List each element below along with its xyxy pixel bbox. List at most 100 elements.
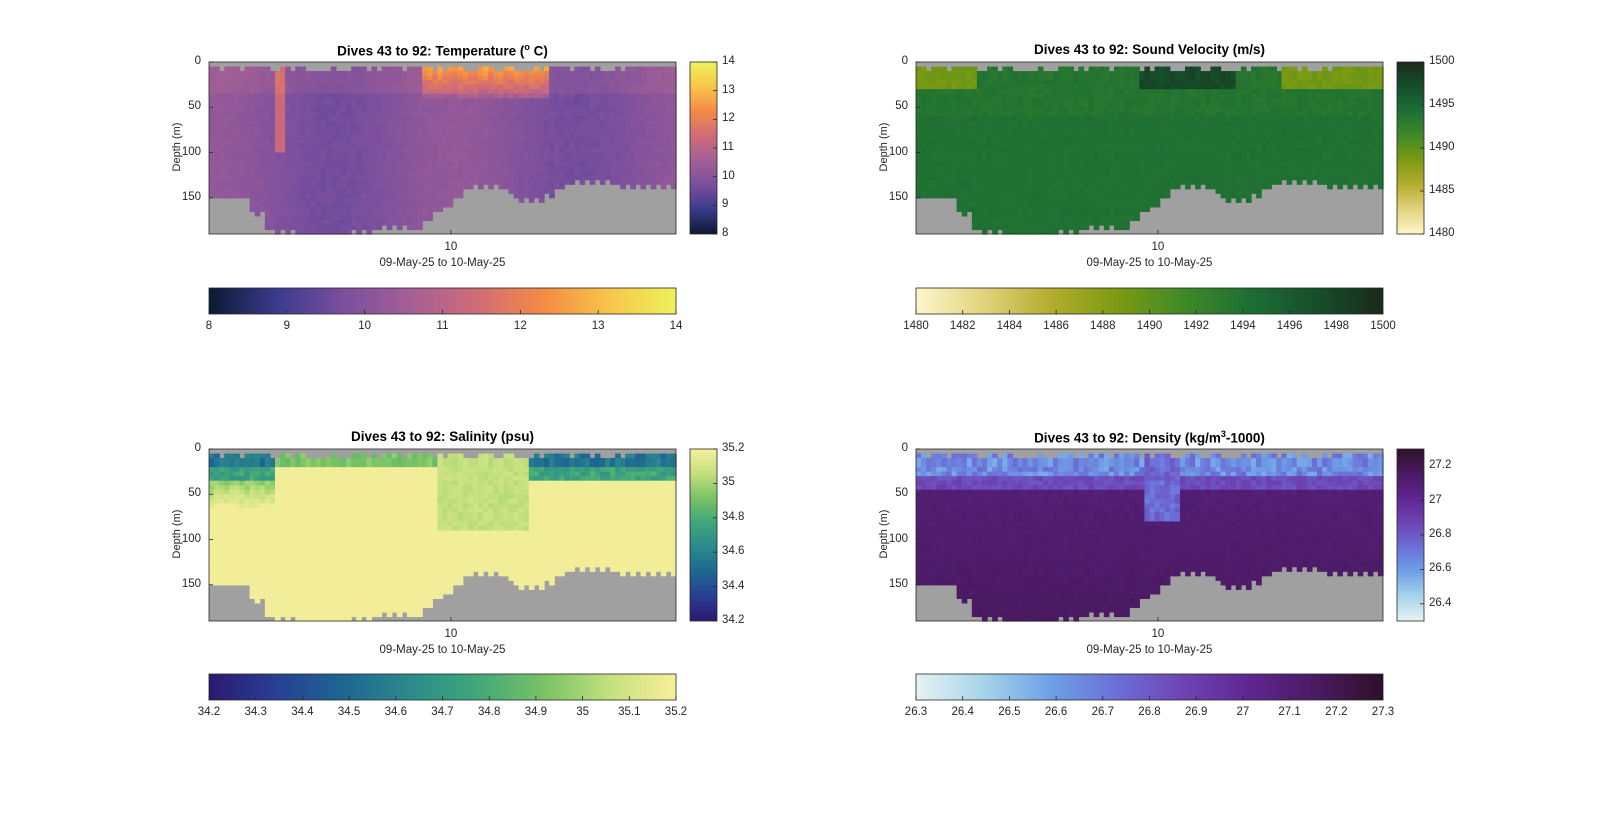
colorbar-tick-label: 26.4 bbox=[1429, 596, 1452, 609]
title-superscript: 3 bbox=[1220, 429, 1226, 439]
colorbar-tick-label: 1496 bbox=[1276, 320, 1303, 332]
colorbar-gradient bbox=[689, 61, 718, 235]
colorbar-tick-label: 34.2 bbox=[197, 706, 221, 718]
colorbar-tick-label: 9 bbox=[722, 198, 729, 211]
title-text: Dives 43 to 92: Sound Velocity (m/s) bbox=[1033, 42, 1266, 57]
colorbar-tick-label: 34.6 bbox=[384, 706, 407, 718]
y-tick-label: 0 bbox=[901, 55, 908, 67]
colorbar-tick-label: 13 bbox=[591, 320, 605, 332]
colorbar-tick-label: 1485 bbox=[1429, 184, 1455, 196]
colorbar-tick-label: 26.9 bbox=[1184, 706, 1208, 718]
colorbar-gradient bbox=[1396, 61, 1425, 235]
colorbar-tick-label: 1480 bbox=[1429, 227, 1455, 239]
axes-box bbox=[915, 61, 1384, 235]
colorbar-tick-label: 1490 bbox=[1429, 141, 1455, 153]
colorbar-tick-label: 1484 bbox=[996, 320, 1023, 332]
x-tick-label: 10 bbox=[444, 241, 458, 253]
vertical-colorbar-temperature bbox=[689, 61, 718, 235]
colorbar-tick-label: 8 bbox=[205, 320, 213, 332]
title-suffix: -1000) bbox=[1225, 430, 1265, 446]
colorbar-tick-label: 35.2 bbox=[722, 442, 745, 454]
chart-title-density: Dives 43 to 92: Density (kg/m3-1000) bbox=[1034, 429, 1265, 446]
x-axis-label: 09-May-25 to 10-May-25 bbox=[1086, 257, 1213, 269]
horizontal-colorbar-density bbox=[915, 673, 1384, 701]
y-tick-label: 50 bbox=[188, 487, 201, 500]
colorbar-tick-label: 34.7 bbox=[431, 706, 454, 718]
y-axis-label: Depth (m) bbox=[878, 509, 890, 559]
colorbar-tick-label: 26.4 bbox=[951, 706, 974, 718]
colorbar-gradient bbox=[208, 287, 677, 315]
colorbar-gradient bbox=[208, 673, 677, 701]
title-text: Dives 43 to 92: Density (kg/m bbox=[1034, 430, 1221, 446]
x-axis-label: 09-May-25 to 10-May-25 bbox=[1086, 644, 1213, 656]
colorbar-gradient bbox=[915, 287, 1384, 315]
colorbar-tick-label: 34.9 bbox=[524, 706, 548, 718]
colorbar-tick-label: 26.5 bbox=[998, 706, 1021, 718]
chart-title-salinity: Dives 43 to 92: Salinity (psu) bbox=[351, 429, 534, 444]
x-tick-label: 10 bbox=[1151, 628, 1165, 640]
colorbar-tick-label: 12 bbox=[722, 112, 735, 125]
colorbar-tick-label: 13 bbox=[722, 83, 735, 96]
heatmap-cells bbox=[916, 453, 1384, 622]
heatmap-density bbox=[915, 448, 1384, 622]
y-tick-label: 150 bbox=[181, 577, 201, 590]
y-tick-label: 0 bbox=[194, 442, 201, 454]
heatmap-cells bbox=[209, 453, 677, 622]
y-tick-label: 100 bbox=[181, 532, 201, 545]
y-tick-label: 0 bbox=[901, 442, 908, 454]
colorbar-tick-label: 26.8 bbox=[1429, 528, 1452, 540]
axes-box bbox=[208, 448, 677, 622]
colorbar-tick-label: 1482 bbox=[949, 320, 976, 332]
y-tick-label: 100 bbox=[181, 145, 201, 158]
axes-box bbox=[915, 448, 1384, 622]
colorbar-tick-label: 27 bbox=[1236, 706, 1250, 718]
colorbar-tick-label: 10 bbox=[358, 320, 372, 332]
colorbar-tick-label: 35 bbox=[722, 476, 735, 489]
y-tick-label: 150 bbox=[888, 190, 908, 203]
vertical-colorbar-salinity bbox=[689, 448, 718, 622]
colorbar-tick-label: 1495 bbox=[1429, 98, 1455, 110]
x-tick-label: 10 bbox=[444, 628, 458, 640]
colorbar-tick-label: 34.5 bbox=[337, 706, 361, 718]
colorbar-tick-label: 27.3 bbox=[1371, 706, 1395, 718]
colorbar-gradient bbox=[689, 448, 718, 622]
colorbar-tick-label: 27.2 bbox=[1429, 459, 1452, 472]
colorbar-tick-label: 27.1 bbox=[1278, 706, 1301, 718]
chart-title-temperature: Dives 43 to 92: Temperature (o C) bbox=[337, 42, 548, 59]
heatmap-temperature bbox=[208, 61, 677, 235]
heatmap-cells bbox=[209, 66, 677, 235]
colorbar-tick-label: 34.8 bbox=[477, 706, 501, 718]
colorbar-tick-label: 14 bbox=[722, 55, 735, 67]
colorbar-tick-label: 12 bbox=[513, 320, 527, 332]
colorbar-tick-label: 1490 bbox=[1136, 320, 1163, 332]
colorbar-tick-label: 26.8 bbox=[1138, 706, 1161, 718]
x-axis-label: 09-May-25 to 10-May-25 bbox=[379, 644, 506, 656]
heatmap-cells bbox=[916, 66, 1384, 235]
x-tick-label: 10 bbox=[1151, 241, 1165, 253]
y-tick-label: 150 bbox=[888, 577, 908, 590]
y-tick-label: 50 bbox=[895, 487, 908, 500]
colorbar-tick-label: 1500 bbox=[1370, 320, 1396, 332]
title-suffix: C) bbox=[529, 43, 548, 59]
colorbar-tick-label: 9 bbox=[283, 320, 291, 332]
colorbar-tick-label: 35.1 bbox=[618, 706, 641, 718]
title-text: Dives 43 to 92: Salinity (psu) bbox=[350, 429, 535, 444]
colorbar-tick-label: 34.4 bbox=[291, 706, 314, 718]
colorbar-tick-label: 1500 bbox=[1429, 55, 1455, 67]
colorbar-tick-label: 26.7 bbox=[1091, 706, 1114, 718]
colorbar-tick-label: 34.6 bbox=[722, 545, 745, 558]
colorbar-tick-label: 26.6 bbox=[1429, 562, 1452, 575]
y-tick-label: 50 bbox=[188, 100, 201, 113]
y-axis-label: Depth (m) bbox=[878, 122, 890, 172]
vertical-colorbar-sound_velocity bbox=[1396, 61, 1425, 235]
x-axis-label: 09-May-25 to 10-May-25 bbox=[379, 257, 506, 269]
y-tick-label: 100 bbox=[888, 532, 908, 545]
colorbar-tick-label: 10 bbox=[722, 169, 735, 182]
colorbar-tick-label: 26.3 bbox=[904, 706, 928, 718]
colorbar-tick-label: 34.2 bbox=[722, 614, 745, 626]
colorbar-tick-label: 34.8 bbox=[722, 510, 745, 523]
colorbar-tick-label: 1480 bbox=[903, 320, 929, 332]
vertical-colorbar-density bbox=[1396, 448, 1425, 622]
y-tick-label: 150 bbox=[181, 190, 201, 203]
y-tick-label: 50 bbox=[895, 100, 908, 113]
